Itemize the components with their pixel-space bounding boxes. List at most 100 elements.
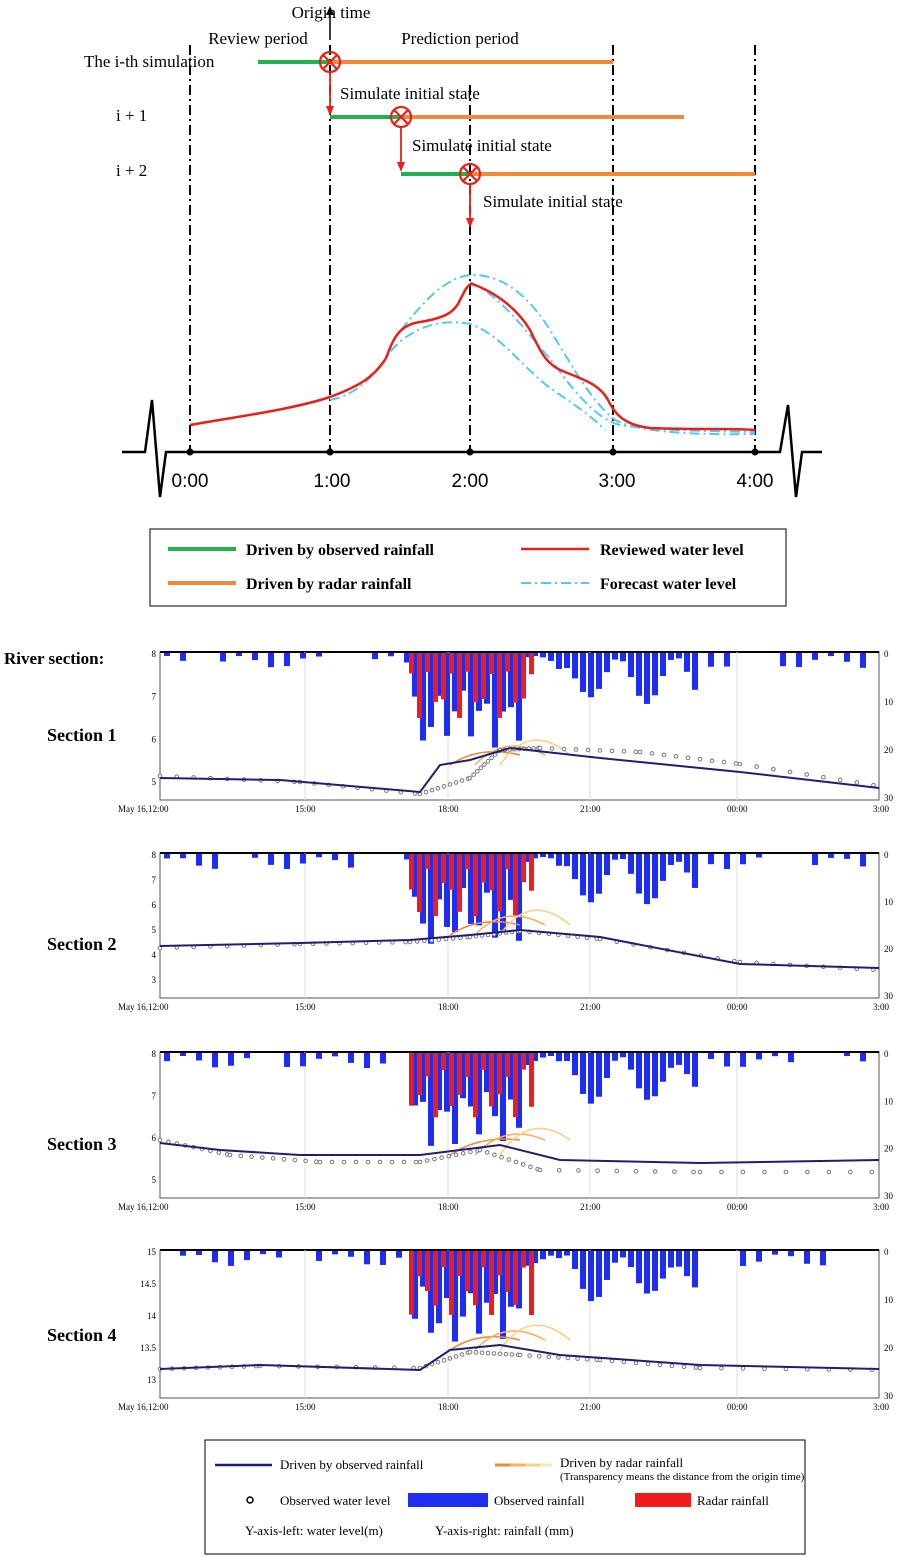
- obs-level-point: [869, 1169, 875, 1175]
- obs-level-point: [459, 778, 465, 783]
- obs-rain-bar: [740, 1251, 746, 1266]
- obs-rain-bar: [348, 1053, 354, 1063]
- obs-rain-bar: [844, 653, 850, 662]
- obs-level-point: [467, 1349, 473, 1355]
- obs-level-point: [435, 785, 441, 791]
- x-tick: 21:00: [580, 804, 601, 814]
- radar-rain-bar: [449, 1053, 454, 1107]
- obs-rain-bar: [284, 1053, 290, 1067]
- radar-rain-bar: [417, 1053, 422, 1096]
- obs-level-point: [484, 1150, 490, 1155]
- obs-level-point: [837, 777, 843, 783]
- obs-level-point: [645, 1361, 651, 1367]
- right-tick: 0: [884, 850, 889, 860]
- obs-rain-bar: [332, 1053, 338, 1057]
- obs-level-point: [826, 1169, 832, 1175]
- obs-level-point: [721, 759, 727, 765]
- obs-level-point: [537, 745, 543, 751]
- radar-rain-bar: [457, 854, 462, 912]
- obs-level-point: [672, 1169, 677, 1174]
- legend2-transparency: (Transparency means the distance from th…: [560, 1471, 805, 1483]
- obs-rain-bar: [548, 653, 554, 661]
- left-tick: 6: [152, 1133, 157, 1143]
- obs-rain-bar: [460, 1251, 466, 1317]
- obs-rain-bar: [300, 1053, 306, 1067]
- obs-level-point: [737, 761, 743, 767]
- obs-rain-bar: [684, 854, 690, 873]
- obs-rain-bar: [220, 653, 226, 662]
- obs-level-point: [821, 774, 826, 780]
- obs-rain-bar: [692, 1251, 698, 1288]
- obs-rain-bar: [196, 854, 202, 866]
- obs-rain-bar: [420, 1053, 426, 1102]
- right-tick: 0: [884, 1247, 889, 1257]
- section-panel-3: 8 7 6 5 0 10 20 30 May 16,12:00 15:00 18:00 21:00 00…: [118, 1049, 894, 1212]
- left-tick: 8: [152, 649, 157, 659]
- obs-rain-bar: [460, 854, 466, 889]
- legend-top: Driven by observed rainfall Driven by ra…: [149, 528, 787, 607]
- time-tick-3: 3:00: [599, 471, 636, 492]
- obs-rain-bar: [180, 1053, 186, 1057]
- obs-rain-bar: [828, 653, 834, 657]
- x-tick: 21:00: [580, 1202, 601, 1212]
- radar-rain-bar: [513, 1251, 518, 1305]
- obs-rain-bar: [548, 854, 554, 859]
- init-label-1: Simulate initial state: [340, 84, 480, 103]
- obs-rain-bar: [540, 653, 546, 658]
- obs-rain-bar: [300, 854, 306, 864]
- tick-dot: [751, 448, 759, 456]
- obs-rain-bar: [484, 1053, 490, 1093]
- right-tick: 10: [884, 897, 894, 907]
- obs-rain-bar: [404, 653, 410, 663]
- radar-rain-bar: [473, 653, 478, 703]
- radar-rain-bar: [521, 1053, 526, 1070]
- x-tick: 21:00: [580, 1002, 601, 1012]
- radar-rain-bar: [433, 653, 438, 702]
- obs-rain-bar: [692, 854, 698, 888]
- obs-rain-bar: [452, 854, 458, 933]
- obs-rain-bar: [212, 1053, 218, 1068]
- obs-rain-bar: [500, 1053, 506, 1142]
- x-tick: 21:00: [580, 1402, 601, 1412]
- legend-reviewed: Reviewed water level: [600, 542, 744, 559]
- left-tick: 6: [152, 900, 157, 910]
- obs-level-point: [423, 789, 429, 795]
- obs-level-point: [697, 1169, 703, 1175]
- observed-driven-line: [159, 1142, 880, 1165]
- obs-rain-bar: [500, 653, 506, 712]
- obs-rain-bar: [652, 854, 658, 899]
- x-tick: 3:00: [873, 804, 890, 814]
- obs-level-point: [633, 1168, 639, 1174]
- obs-level-point: [509, 1352, 515, 1357]
- obs-level-point: [556, 1167, 562, 1173]
- state-arrow-icon: [326, 106, 334, 116]
- obs-rain-bar: [524, 1053, 530, 1066]
- obs-rain-bar: [580, 653, 586, 692]
- obs-level-point: [652, 1169, 658, 1174]
- obs-rain-bar: [252, 653, 258, 661]
- obs-level-point: [238, 1153, 244, 1159]
- obs-level-point: [439, 1155, 444, 1160]
- left-tick: 4: [152, 950, 157, 960]
- obs-rain-bar: [812, 653, 818, 660]
- legend2-yright: Y-axis-right: rainfall (mm): [435, 1523, 574, 1538]
- obs-level-point: [762, 1169, 767, 1175]
- obs-rain-bar: [756, 854, 762, 858]
- obs-level-point: [497, 1351, 503, 1357]
- forecast-curve-2: [400, 273, 756, 436]
- x-tick: May 16,12:00: [118, 804, 169, 814]
- obs-rain-bar: [260, 1251, 266, 1255]
- obs-rain-bar: [316, 653, 322, 657]
- obs-rain-bar: [572, 653, 578, 679]
- obs-level-point: [597, 748, 603, 753]
- legend2-radar-line: Driven by radar rainfall: [560, 1455, 683, 1470]
- obs-level-point: [537, 1167, 543, 1173]
- obs-rain-bar: [628, 1053, 634, 1070]
- obs-rain-bar: [556, 1251, 562, 1259]
- obs-level-point: [491, 1351, 497, 1356]
- radar-rain-bar: [425, 854, 430, 870]
- x-tick: 00:00: [727, 1202, 748, 1212]
- radar-rain-bar: [505, 854, 510, 870]
- obs-rain-bar: [508, 1251, 514, 1307]
- legend2-yleft: Y-axis-left: water level(m): [245, 1523, 383, 1538]
